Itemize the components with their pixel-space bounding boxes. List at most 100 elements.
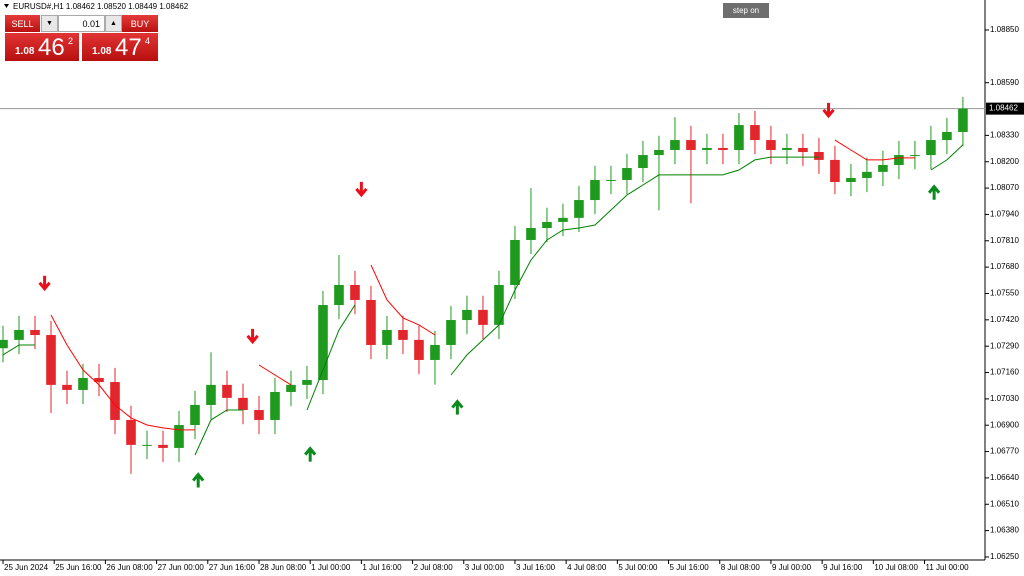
candle-body (622, 168, 632, 180)
y-tick-label: 1.06770 (990, 447, 1019, 456)
x-tick-label: 25 Jun 16:00 (55, 563, 102, 572)
buy-button[interactable]: BUY (122, 15, 158, 32)
x-tick-label: 28 Jun 08:00 (260, 563, 307, 572)
candle-body (878, 164, 888, 172)
ask-point: 4 (145, 36, 151, 46)
current-price-box (986, 102, 1024, 115)
candle-body (718, 147, 728, 150)
candle-body (558, 217, 568, 222)
x-tick-label: 2 Jul 08:00 (414, 563, 454, 572)
current-price-label: 1.08462 (989, 104, 1018, 113)
x-tick-label: 4 Jul 08:00 (567, 563, 607, 572)
candle-body (510, 239, 520, 285)
buy-arrow (304, 446, 317, 462)
y-tick-label: 1.07810 (990, 236, 1019, 245)
y-tick-label: 1.06510 (990, 499, 1019, 508)
candle-body (654, 149, 664, 156)
x-tick-label: 5 Jul 16:00 (670, 563, 710, 572)
candle-body (814, 152, 824, 160)
candle-body (30, 329, 40, 336)
sell-button[interactable]: SELL (5, 15, 40, 32)
y-tick-label: 1.08330 (990, 130, 1019, 139)
candle-body (846, 177, 856, 183)
candle-body (446, 320, 456, 345)
ask-price[interactable]: 1.08 47 4 (82, 33, 158, 61)
candle-body (910, 155, 920, 157)
candle-body (174, 425, 184, 448)
x-tick-label: 8 Jul 08:00 (721, 563, 761, 572)
y-tick-label: 1.06250 (990, 552, 1019, 561)
candle-body (830, 159, 840, 183)
candle-body (638, 155, 648, 169)
candle-body (126, 419, 136, 445)
y-tick-label: 1.08850 (990, 25, 1019, 34)
y-tick-label: 1.06640 (990, 473, 1019, 482)
candle-body (14, 329, 24, 340)
y-tick-label: 1.07290 (990, 341, 1019, 350)
y-tick-label: 1.08590 (990, 78, 1019, 87)
x-tick-label: 10 Jul 08:00 (874, 563, 918, 572)
x-tick-label: 26 Jun 08:00 (106, 563, 153, 572)
x-tick-label: 3 Jul 00:00 (465, 563, 505, 572)
sell-arrow (246, 328, 259, 345)
ask-pips: 47 (115, 34, 142, 61)
indicator-line (50, 139, 915, 431)
candle-body (94, 377, 104, 383)
candle-body (926, 140, 936, 156)
candle-body (766, 140, 776, 150)
candle-body (254, 410, 264, 420)
candle-body (606, 179, 616, 181)
candle-body (462, 309, 472, 321)
lot-up[interactable]: ▲ (105, 15, 122, 32)
candle-body (590, 179, 600, 201)
candle-body (0, 339, 8, 349)
x-tick-label: 25 Jun 2024 (4, 563, 49, 572)
bid-big: 1.08 (15, 46, 35, 57)
candle-body (270, 391, 280, 420)
lot-down[interactable]: ▼ (41, 15, 58, 32)
candle-body (238, 397, 248, 411)
y-tick-label: 1.07680 (990, 262, 1019, 271)
sell-arrow (38, 275, 51, 292)
candle-body (670, 140, 680, 150)
candle-body (190, 404, 200, 426)
menu-triangle[interactable] (4, 4, 9, 8)
y-tick-label: 1.06380 (990, 526, 1019, 535)
candle-body (158, 444, 168, 448)
sell-arrow (355, 181, 368, 198)
ask-big: 1.08 (92, 46, 112, 57)
candle-body (782, 147, 792, 150)
candle-body (302, 380, 312, 385)
y-tick-label: 1.07550 (990, 289, 1019, 298)
candle-body (382, 329, 392, 345)
candle-body (110, 382, 120, 420)
candle-body (222, 384, 232, 398)
buy-arrow (192, 472, 205, 488)
candle-body (958, 108, 968, 132)
bid-price[interactable]: 1.08 46 2 (5, 33, 79, 61)
lot-input[interactable]: 0.01 (58, 15, 105, 32)
candle-body (478, 309, 488, 325)
candle-body (62, 384, 72, 390)
candle-body (366, 299, 376, 345)
y-tick-label: 1.07420 (990, 315, 1019, 324)
bid-pips: 46 (38, 34, 65, 61)
candle-body (798, 147, 808, 153)
x-tick-label: 1 Jul 00:00 (311, 563, 351, 572)
candle-body (702, 147, 712, 150)
candle-body (46, 335, 56, 385)
candle-body (494, 284, 504, 325)
candle-body (350, 284, 360, 300)
x-tick-label: 5 Jul 00:00 (618, 563, 658, 572)
sell-arrow (822, 102, 835, 119)
y-tick-label: 1.07160 (990, 368, 1019, 377)
step-button[interactable]: step on (723, 3, 769, 18)
candle-body (734, 125, 744, 150)
candle-body (862, 171, 872, 178)
y-tick-label: 1.07030 (990, 394, 1019, 403)
x-tick-label: 11 Jul 00:00 (926, 563, 970, 572)
candle-body (574, 200, 584, 218)
x-tick-label: 27 Jun 00:00 (158, 563, 205, 572)
x-tick-label: 27 Jun 16:00 (209, 563, 256, 572)
